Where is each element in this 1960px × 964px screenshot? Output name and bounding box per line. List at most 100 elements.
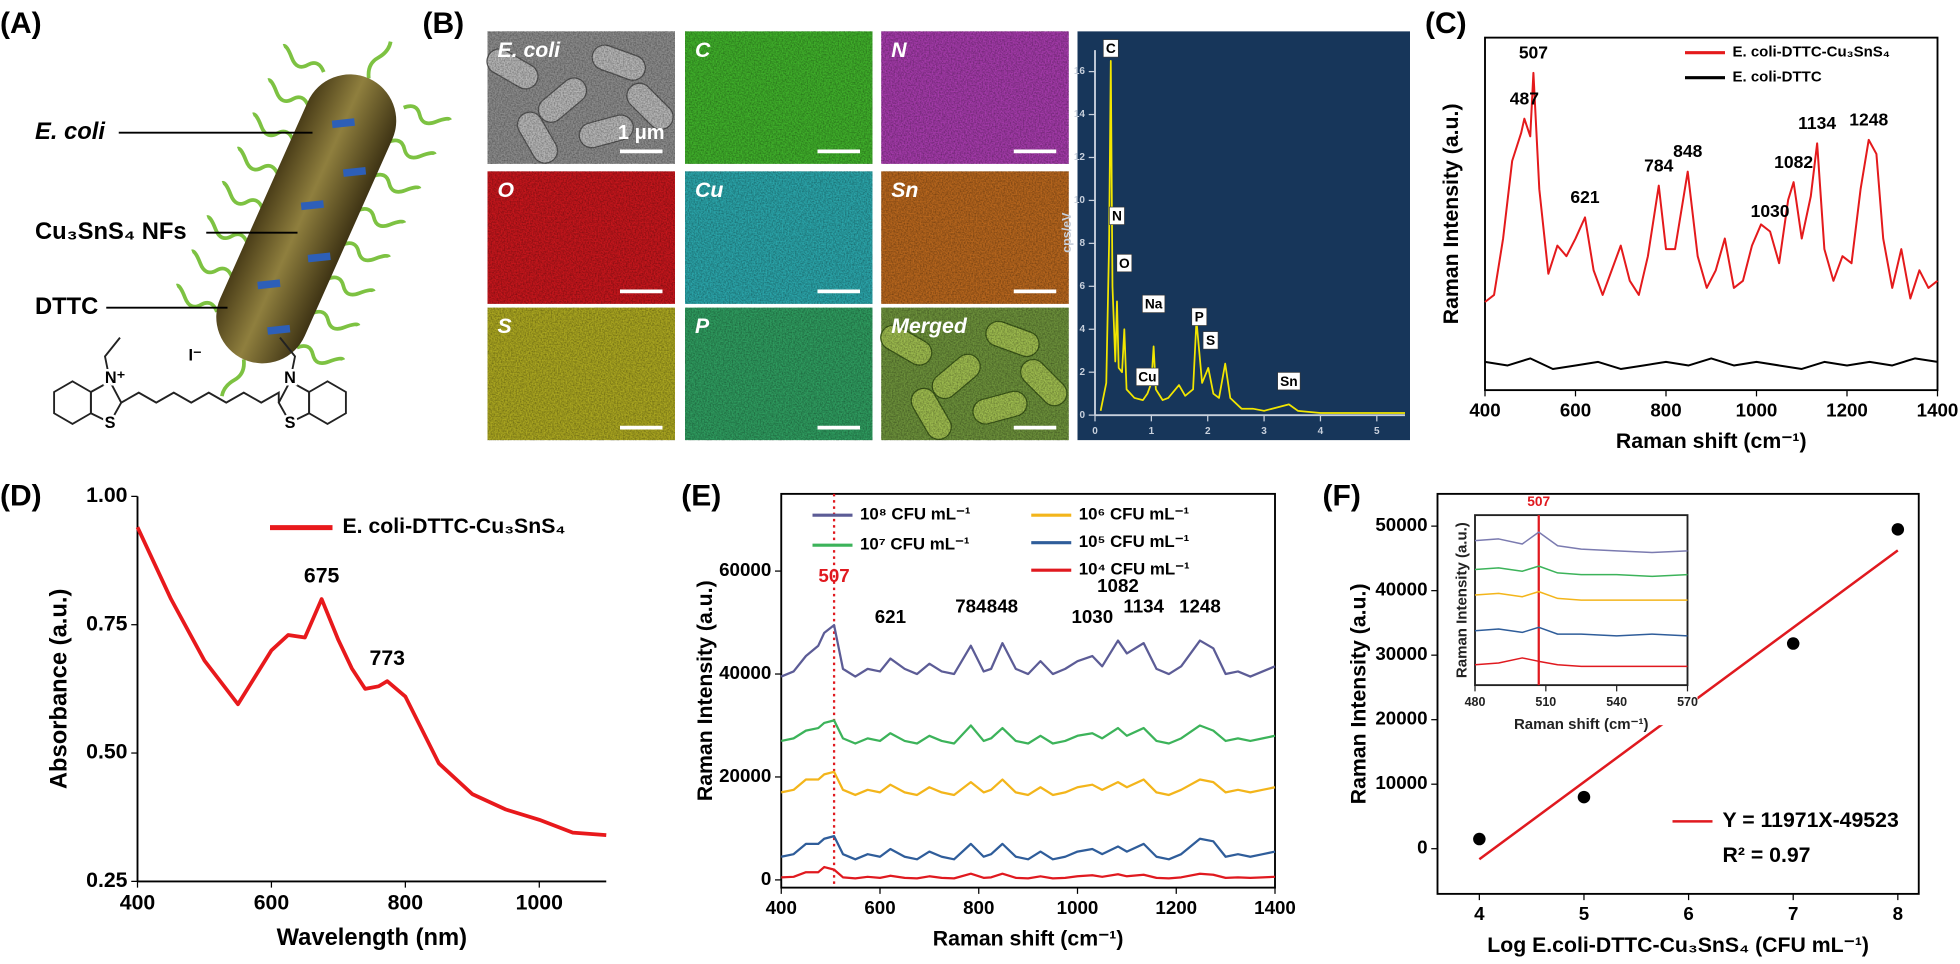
y-axis-label: Raman Intensity (a.u.) xyxy=(1439,103,1463,324)
y-tick-label: 0.75 xyxy=(86,611,128,635)
y-tick-label: 10000 xyxy=(1375,772,1427,793)
y-tick-label: 2 xyxy=(1079,367,1085,378)
data-point xyxy=(1577,790,1591,804)
dttc-strand xyxy=(236,146,280,176)
x-tick-label: 1000 xyxy=(516,891,563,915)
map-texture xyxy=(487,307,675,441)
panel-label: (E) xyxy=(681,480,721,513)
element-label: N xyxy=(1112,209,1122,224)
map-texture xyxy=(487,31,675,164)
x-tick-label: 1200 xyxy=(1826,399,1868,420)
x-tick-label: 800 xyxy=(1650,399,1681,420)
thiazole-ring xyxy=(89,380,123,424)
x-tick-label: 540 xyxy=(1606,695,1627,709)
map-label: Merged xyxy=(891,314,968,338)
peak-label: 1030 xyxy=(1071,606,1113,627)
data-line xyxy=(1474,657,1688,668)
y-tick-label: 0.50 xyxy=(86,740,127,764)
element-tag xyxy=(1109,206,1125,225)
x-axis-label: Log E.coli-DTTC-Cu₃SnS₄ (CFU mL⁻¹) xyxy=(1487,933,1869,957)
y-tick-label: 40000 xyxy=(719,662,771,683)
peak-label: 1082 xyxy=(1774,152,1813,172)
peak-label: 1082 xyxy=(1097,575,1139,596)
map-texture xyxy=(881,307,1069,441)
x-axis-label: Wavelength (nm) xyxy=(277,924,467,951)
nanoflake xyxy=(342,167,367,177)
x-tick-label: 1400 xyxy=(1917,399,1959,420)
dttc-strand xyxy=(267,78,311,108)
peak-label: 848 xyxy=(987,596,1018,617)
map-texture xyxy=(685,307,873,441)
atom-label: I⁻ xyxy=(188,347,201,365)
benzene-ring xyxy=(308,380,347,425)
y-tick-label: 0 xyxy=(1417,837,1427,858)
nanoflake xyxy=(267,324,291,335)
polymethine-chain xyxy=(120,391,280,404)
x-tick-label: 4 xyxy=(1318,426,1324,437)
atom-label: S xyxy=(285,414,296,432)
element-tag xyxy=(1191,307,1208,326)
peak-label: 675 xyxy=(304,564,340,588)
eds-background xyxy=(1077,31,1410,441)
y-axis-label: cps/eV xyxy=(1060,212,1074,253)
panel-label: (D) xyxy=(0,480,42,513)
data-line xyxy=(1474,590,1688,601)
element-tag xyxy=(1102,39,1119,58)
data-line xyxy=(781,835,1276,861)
x-tick-label: 800 xyxy=(388,891,423,915)
dttc-strand xyxy=(221,180,265,210)
x-tick-label: 1000 xyxy=(1057,897,1099,918)
y-tick-label: 1.00 xyxy=(86,483,127,507)
data-line xyxy=(1484,71,1939,303)
data-line xyxy=(780,624,1276,678)
y-tick-label: 60000 xyxy=(719,559,771,580)
data-line xyxy=(1484,357,1938,370)
element-label: P xyxy=(1195,310,1204,325)
map-texture xyxy=(685,31,873,164)
element-tag xyxy=(1135,367,1159,386)
peak-label: 848 xyxy=(1673,141,1702,161)
x-tick-label: 1200 xyxy=(1155,897,1197,918)
nanoflake xyxy=(257,279,281,290)
dttc-strand xyxy=(206,215,250,245)
dttc-strand xyxy=(311,309,361,331)
element-tag xyxy=(1116,254,1133,273)
y-tick-label: 10 xyxy=(1074,195,1086,206)
data-line xyxy=(781,770,1276,797)
x-tick-label: 0 xyxy=(1092,426,1098,437)
element-label: Na xyxy=(1145,297,1163,312)
x-tick-label: 570 xyxy=(1677,695,1698,709)
peak-label: 1134 xyxy=(1123,596,1164,617)
y-tick-label: 0 xyxy=(761,868,771,889)
dttc-strand xyxy=(282,43,326,73)
x-tick-label: 400 xyxy=(120,891,155,915)
x-tick-label: 800 xyxy=(963,897,994,918)
x-tick-label: 510 xyxy=(1535,695,1556,709)
peak-label: 1248 xyxy=(1179,596,1221,617)
data-point xyxy=(1891,523,1905,536)
atom-label: S xyxy=(105,414,116,432)
y-tick-label: 40000 xyxy=(1375,579,1427,600)
y-tick-label: 20000 xyxy=(1375,708,1427,729)
inset-background xyxy=(1440,510,1698,726)
element-label: C xyxy=(1106,41,1116,56)
peak-label: 773 xyxy=(370,646,406,670)
x-tick-label: 1000 xyxy=(1736,399,1778,420)
benzene-ring xyxy=(53,380,92,425)
x-tick-label: 5 xyxy=(1374,426,1380,437)
legend-label: E. coli-DTTC-Cu₃SnS₄ xyxy=(343,514,566,538)
peak-label: 487 xyxy=(1510,88,1539,108)
peak-label: 507 xyxy=(1527,494,1550,509)
y-axis-label: Absorbance (a.u.) xyxy=(45,589,72,790)
data-point xyxy=(1473,832,1486,846)
y-tick-label: 14 xyxy=(1074,109,1086,120)
element-tag xyxy=(1202,331,1219,350)
map-texture xyxy=(881,31,1069,164)
dttc-strand xyxy=(357,207,407,228)
element-label: Sn xyxy=(1280,374,1298,389)
map-texture xyxy=(487,171,675,304)
plot-frame xyxy=(780,492,1276,889)
nanoflake xyxy=(300,200,324,211)
element-label: S xyxy=(1206,333,1215,348)
bacterium xyxy=(175,41,452,397)
